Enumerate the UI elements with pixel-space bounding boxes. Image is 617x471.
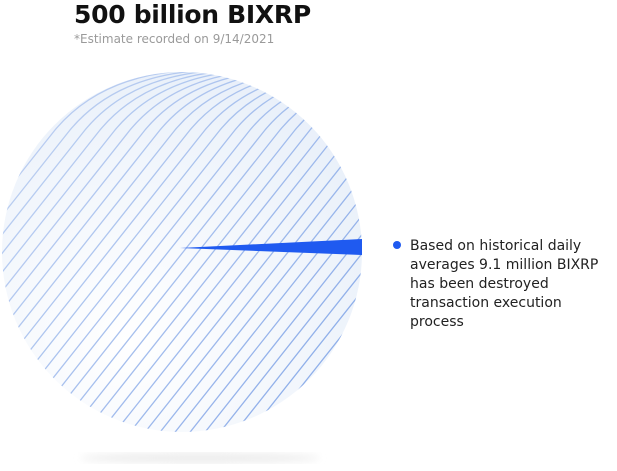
stripe: [2, 72, 362, 432]
stripe: [2, 72, 362, 432]
stripe: [2, 72, 362, 432]
bullet-line: averages 9.1 million BIXRP: [410, 257, 599, 273]
circle: [2, 72, 362, 432]
stripe: [2, 72, 362, 432]
bullet-line: Based on historical daily: [410, 238, 582, 254]
title: 500 billion BIXRP: [74, 0, 311, 29]
wedge: [180, 239, 362, 255]
bullet-line: has been destroyed: [410, 276, 549, 292]
bullet-dot: [393, 241, 401, 249]
bullet-line: process: [410, 314, 464, 330]
shadow: [80, 453, 320, 463]
stripe: [2, 72, 362, 432]
stripe: [2, 72, 362, 432]
stripe: [2, 72, 362, 432]
stripe: [2, 72, 362, 432]
bullet-text: Based on historical daily averages 9.1 mi…: [410, 237, 598, 332]
note: *Estimate recorded on 9/14/2021: [74, 32, 275, 46]
bullet-line: transaction execution: [410, 295, 562, 311]
stripe: [2, 72, 362, 432]
